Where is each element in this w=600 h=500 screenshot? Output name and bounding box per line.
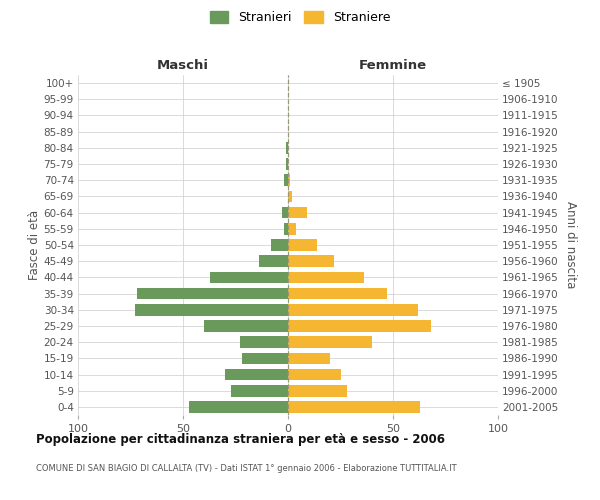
Y-axis label: Anni di nascita: Anni di nascita	[565, 202, 577, 288]
Bar	[288, 223, 296, 234]
Bar	[288, 174, 290, 186]
Bar	[240, 336, 288, 348]
Bar	[210, 272, 288, 283]
Bar	[286, 158, 288, 170]
Bar	[271, 239, 288, 251]
Bar	[225, 368, 288, 380]
Bar	[134, 304, 288, 316]
Bar	[282, 207, 288, 218]
Bar	[288, 385, 347, 396]
Y-axis label: Fasce di età: Fasce di età	[28, 210, 41, 280]
Bar	[286, 142, 288, 154]
Bar	[288, 288, 387, 300]
Legend: Stranieri, Straniere: Stranieri, Straniere	[205, 6, 395, 29]
Text: Femmine: Femmine	[359, 59, 427, 72]
Bar	[189, 401, 288, 412]
Bar	[288, 320, 431, 332]
Text: Popolazione per cittadinanza straniera per età e sesso - 2006: Popolazione per cittadinanza straniera p…	[36, 432, 445, 446]
Bar	[288, 207, 307, 218]
Bar	[288, 368, 341, 380]
Bar	[288, 352, 330, 364]
Bar	[288, 336, 372, 348]
Bar	[204, 320, 288, 332]
Bar	[288, 304, 418, 316]
Bar	[284, 223, 288, 234]
Text: Maschi: Maschi	[157, 59, 209, 72]
Bar	[288, 256, 334, 267]
Bar	[284, 174, 288, 186]
Bar	[137, 288, 288, 300]
Text: COMUNE DI SAN BIAGIO DI CALLALTA (TV) - Dati ISTAT 1° gennaio 2006 - Elaborazion: COMUNE DI SAN BIAGIO DI CALLALTA (TV) - …	[36, 464, 457, 473]
Bar	[232, 385, 288, 396]
Bar	[288, 239, 317, 251]
Bar	[242, 352, 288, 364]
Bar	[288, 190, 292, 202]
Bar	[259, 256, 288, 267]
Bar	[288, 272, 364, 283]
Bar	[288, 401, 421, 412]
